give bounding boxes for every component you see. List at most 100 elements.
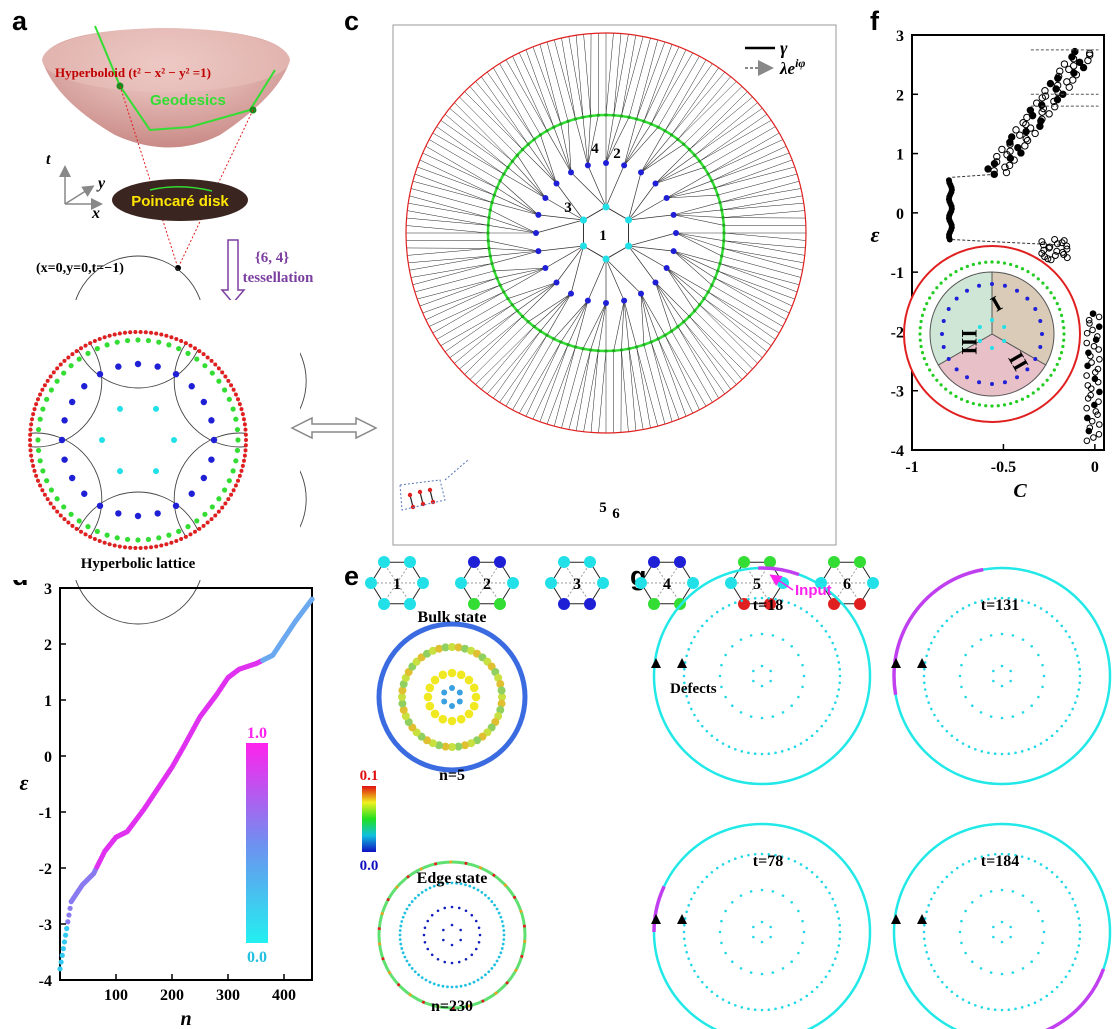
unit-cell-coupling [377,564,417,602]
coupling-line [664,59,707,131]
lattice-site-ring4 [169,335,174,340]
chern-point [992,158,1001,166]
g-green-site [967,604,971,607]
lattice-site-ring2 [154,510,161,517]
chern-point [1083,339,1091,347]
g-green-site [753,596,757,600]
coupling-line [505,335,548,407]
d-ytick-label: 2 [44,637,52,654]
g-blue-site [971,645,974,648]
g-green-site [747,751,750,755]
edge-green-site [420,891,424,894]
coupling-line [570,245,584,294]
coupling-line [673,250,716,279]
edge-hot-site [436,1005,440,1009]
lattice-site-ring4 [209,358,214,363]
colorbar-d-max: 1.0 [247,725,267,742]
chern-point [1006,147,1014,155]
lattice-site-ring4 [79,529,84,534]
edge-blue-site [443,960,447,964]
coupling-line [494,267,546,272]
g-green-site [690,707,693,711]
g-green-site [833,701,837,704]
chern-point [1085,316,1093,324]
edge-hot-site [481,999,485,1003]
region-I [991,271,1055,366]
g-blue-site [749,715,753,718]
g-center-site [992,679,995,683]
g-center-site [1009,669,1012,673]
site-cyan [625,242,633,250]
coupling-line [528,293,572,322]
lattice-site-ring4 [40,488,45,493]
coupling-line [671,71,725,136]
g-green-site [940,880,944,884]
lattice-site-ring4 [236,478,241,483]
coupling-line [605,33,614,116]
edge-green-site [495,907,499,911]
bulk-green-site [460,644,469,653]
edge-hot-site [479,866,483,870]
coupling-line [699,114,768,162]
lattice-site-ring4 [244,438,248,442]
lattice-site-ring3 [194,356,200,362]
coupling-line [675,232,724,249]
lattice-site-ring4 [174,337,179,342]
panel-label-a: a [12,6,28,36]
g-green-site [710,614,714,618]
lattice-site-ring3 [226,478,232,484]
edge-green-site [437,883,440,887]
coupling-line [429,291,504,327]
inset-green-site [1015,400,1019,404]
g-excitation-arc [652,885,666,933]
coupling-line [546,293,572,336]
lattice-site-ring2 [172,370,180,378]
f-xlabel: C [1013,480,1027,502]
edge-green-site [472,886,476,890]
lattice-site-ring4 [149,545,154,550]
g-green-site [820,880,824,884]
coupling-line [689,316,743,380]
g-green-site [1000,752,1004,756]
site-green [669,133,674,137]
edge-hot-site [464,861,468,865]
site-green [502,290,506,294]
bulk-green-site [494,673,503,682]
d-ytick-label: -3 [39,917,52,934]
lattice-site-ring4 [51,505,56,510]
lattice-site-ring3 [40,468,46,474]
g-green-site [767,752,771,756]
lattice-site-ring4 [88,534,93,539]
edge-blue-site [470,913,474,917]
g-blue-site [989,634,993,637]
lattice-site-ring3 [145,337,152,344]
defect-marker [891,914,901,924]
bulk-green-site [398,686,407,695]
inset-green-site [996,404,1000,408]
g-green-site [993,852,997,856]
edge-green-site [501,942,505,946]
coupling-line [575,35,584,118]
coupling-line [640,293,645,345]
g-green-site [1068,713,1071,717]
chern-point [1012,126,1020,134]
g-green-site [760,752,764,756]
defect-marker [677,914,687,924]
g-green-site [925,950,928,954]
lattice-site-ring4 [102,335,107,340]
g-center-site [752,925,755,929]
coupling-line [699,120,772,162]
inset-blue-site [954,367,959,372]
lattice-site-ring4 [30,417,35,422]
coupling-line [673,209,722,216]
lattice-site-ring4 [164,542,169,547]
g-green-site [1073,904,1077,907]
g-green-site [696,975,700,979]
site-green [676,325,680,329]
lattice-site-ring4 [231,387,236,392]
coupling-line [507,167,546,199]
coupling-tree [405,32,807,510]
site-blue [542,265,549,271]
coupling-line [613,34,629,116]
coupling-line [412,180,493,203]
